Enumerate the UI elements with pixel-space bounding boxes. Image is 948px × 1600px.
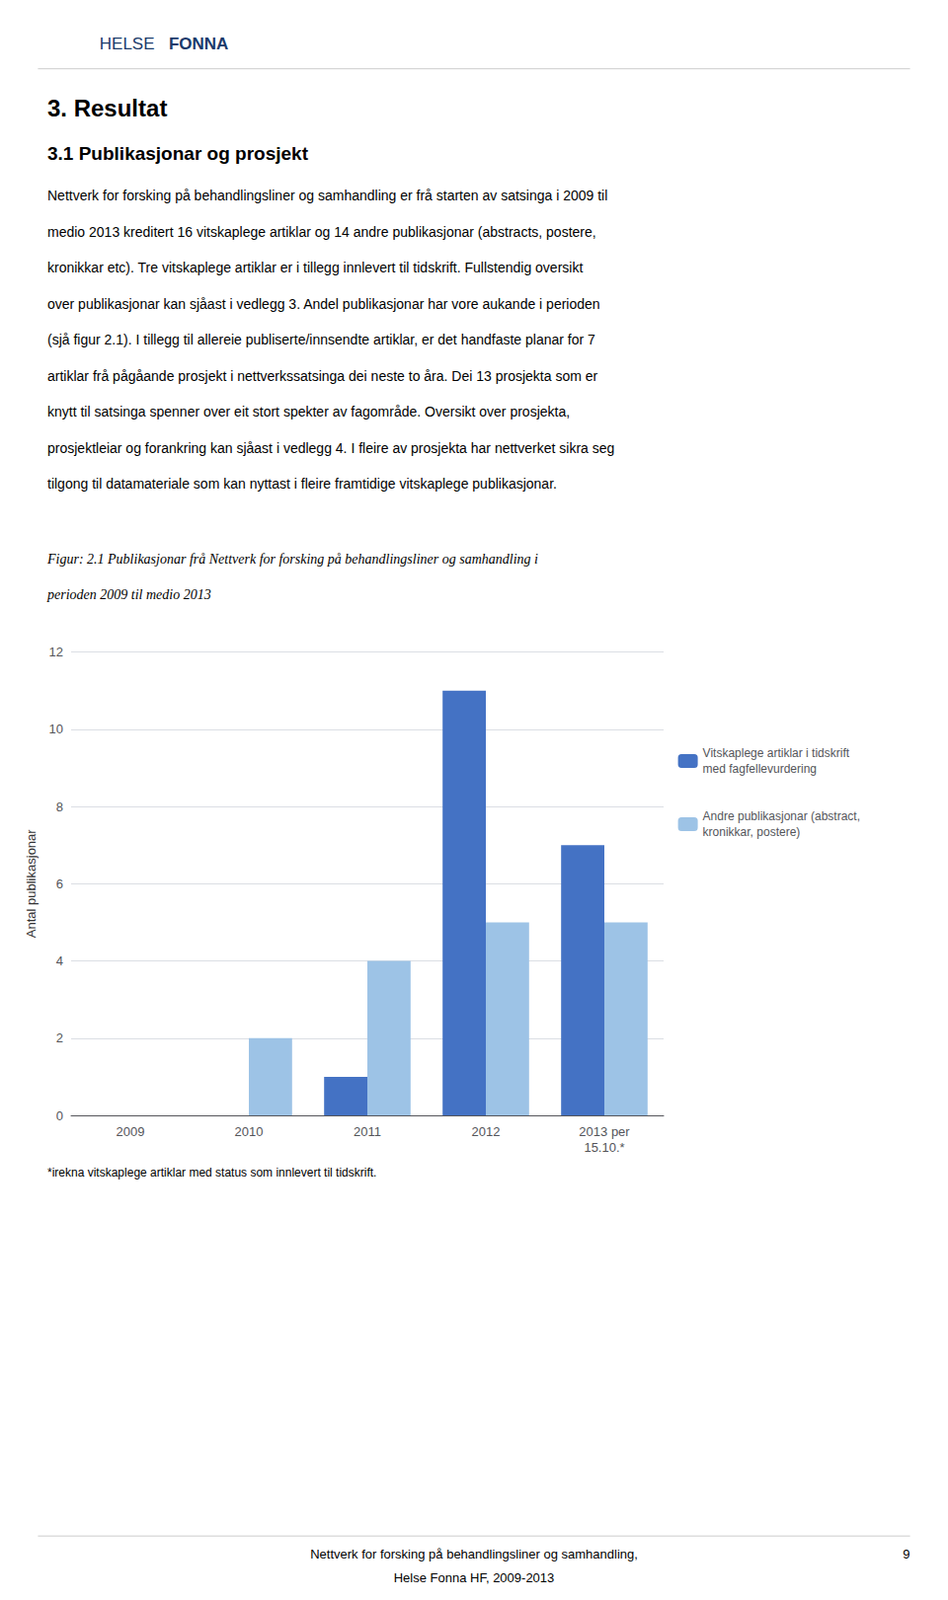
svg-text:artiklar frå pågåande prosjekt: artiklar frå pågåande prosjekt i nettver… [47, 368, 599, 385]
svg-text:9: 9 [902, 1547, 910, 1563]
svg-text:2: 2 [56, 1030, 64, 1046]
svg-text:3. Resultat: 3. Resultat [47, 94, 167, 122]
svg-text:HELSE: HELSE [99, 34, 156, 54]
svg-text:medio 2013 kreditert 16 vitska: medio 2013 kreditert 16 vitskaplege arti… [47, 224, 597, 240]
svg-text:2010: 2010 [235, 1124, 264, 1140]
svg-text:2012: 2012 [472, 1124, 501, 1140]
svg-text:kronikkar etc). Tre vitskapleg: kronikkar etc). Tre vitskaplege artiklar… [47, 259, 583, 276]
svg-text:prosjektleiar og forankring ka: prosjektleiar og forankring kan sjåast i… [47, 440, 615, 457]
svg-text:med fagfellevurdering: med fagfellevurdering [703, 762, 817, 777]
svg-text:10: 10 [49, 721, 64, 737]
svg-text:over publikasjonar kan sjåast: over publikasjonar kan sjåast i vedlegg … [47, 296, 601, 313]
svg-text:perioden 2009 til medio 2013: perioden 2009 til medio 2013 [46, 587, 212, 603]
svg-text:*irekna vitskaplege artiklar m: *irekna vitskaplege artiklar med status … [47, 1166, 377, 1181]
svg-text:2009: 2009 [116, 1124, 146, 1140]
svg-text:Andre publikasjonar (abstract,: Andre publikasjonar (abstract, [703, 809, 861, 824]
svg-text:FONNA: FONNA [168, 34, 229, 54]
svg-text:15.10.*: 15.10.* [583, 1140, 625, 1156]
svg-text:0: 0 [56, 1108, 64, 1124]
svg-text:3.1 Publikasjonar og prosjekt: 3.1 Publikasjonar og prosjekt [47, 143, 310, 164]
svg-text:2013 per: 2013 per [578, 1124, 631, 1140]
svg-text:12: 12 [49, 644, 64, 660]
svg-text:Nettverk for forsking på behan: Nettverk for forsking på behandlingsline… [47, 187, 608, 204]
svg-text:Helse Fonna HF, 2009-2013: Helse Fonna HF, 2009-2013 [394, 1571, 555, 1586]
svg-text:2011: 2011 [353, 1124, 382, 1140]
svg-text:kronikkar, postere): kronikkar, postere) [703, 825, 801, 840]
svg-text:Antal publikasjonar: Antal publikasjonar [23, 829, 39, 940]
svg-text:6: 6 [56, 876, 64, 892]
svg-text:tilgong til datamateriale som: tilgong til datamateriale som kan nyttas… [47, 475, 557, 492]
svg-text:Nettverk for forsking på behan: Nettverk for forsking på behandlingsline… [310, 1547, 638, 1563]
svg-text:(sjå figur 2.1). I tillegg til: (sjå figur 2.1). I tillegg til allereie … [47, 331, 596, 348]
svg-text:knytt til satsinga spenner ove: knytt til satsinga spenner over eit stor… [47, 403, 570, 420]
svg-text:Figur: 2.1 Publikasjonar frå N: Figur: 2.1 Publikasjonar frå Nettverk fo… [46, 552, 539, 567]
svg-text:Vitskaplege artiklar i tidskri: Vitskaplege artiklar i tidskrift [703, 746, 851, 761]
svg-text:4: 4 [56, 953, 64, 969]
svg-text:8: 8 [56, 799, 64, 815]
